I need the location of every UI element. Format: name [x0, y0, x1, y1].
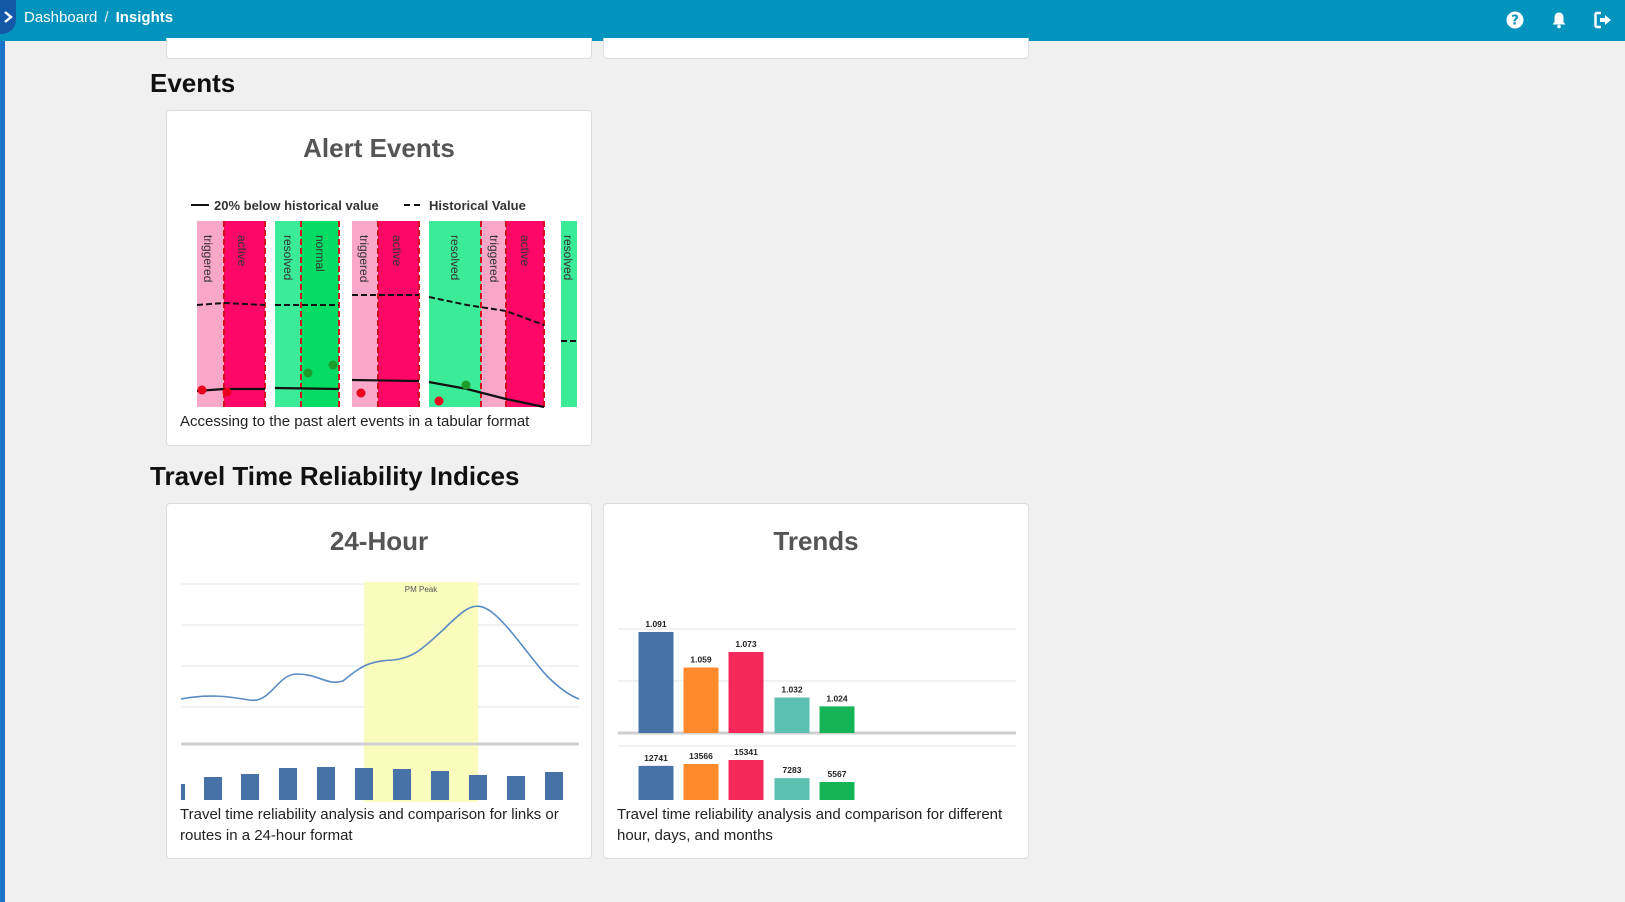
hour24-bars — [181, 767, 563, 800]
trends-top-bar-2 — [683, 667, 719, 733]
chevron-right-icon — [4, 11, 13, 23]
band-label-active-1: active — [235, 235, 249, 267]
hour24-description: Travel time reliability analysis and com… — [180, 806, 559, 844]
top-navbar: Dashboard / Insights ? — [0, 0, 1625, 41]
trends-description: Travel time reliability analysis and com… — [617, 806, 1003, 844]
logout-button[interactable] — [1581, 8, 1625, 32]
bell-icon — [1552, 12, 1566, 29]
trends-bottom-bar-label-1: 12741 — [644, 753, 668, 763]
event-points — [197, 360, 471, 406]
trends-top-bar-label-3: 1.073 — [735, 639, 757, 649]
help-button[interactable]: ? — [1493, 8, 1537, 32]
band-label-normal: normal — [313, 235, 327, 272]
notifications-button[interactable] — [1537, 8, 1581, 32]
band-label-resolved-1: resolved — [281, 235, 295, 280]
partial-card-right[interactable] — [603, 38, 1029, 59]
band-label-triggered-2: triggered — [357, 235, 371, 282]
breadcrumb-insights: Insights — [115, 9, 174, 26]
sidebar-toggle-button[interactable] — [0, 0, 16, 34]
band-label-triggered-3: triggered — [487, 235, 501, 282]
trends-top-bar-3 — [728, 651, 764, 733]
hour24-title: 24-Hour — [329, 526, 429, 556]
historical-value-lines — [196, 294, 577, 342]
breadcrumb: Dashboard / Insights — [24, 9, 173, 26]
trends-top-bar-label-5: 1.024 — [826, 693, 848, 703]
help-icon: ? — [1506, 11, 1524, 29]
hour24-card[interactable]: 24-Hour PM Peak Travel time reliability … — [166, 503, 592, 859]
band-label-resolved-3: resolved — [561, 235, 575, 280]
trends-bottom-bar-label-2: 13566 — [689, 751, 713, 761]
trends-bottom-bar-label-3: 15341 — [734, 747, 758, 757]
hour24-line — [180, 605, 580, 701]
alert-events-legend: 20% below historical value Historical Va… — [191, 198, 526, 213]
trends-top-bar-label-2: 1.059 — [690, 655, 712, 665]
logout-icon — [1594, 11, 1611, 29]
pm-peak-label: PM Peak — [405, 585, 438, 594]
breadcrumb-separator: / — [104, 9, 109, 26]
trends-top-bar-label-1: 1.091 — [645, 619, 667, 629]
legend-historical-value: Historical Value — [429, 198, 526, 213]
trends-title: Trends — [773, 526, 859, 556]
trends-top-bar-4 — [774, 697, 810, 733]
alert-events-chart: 20% below historical value Historical Va… — [191, 198, 577, 409]
event-bands — [197, 221, 577, 407]
trends-bottom-bar-label-4: 7283 — [783, 765, 802, 775]
alert-events-description: Accessing to the past alert events in a … — [180, 413, 530, 430]
trends-top-bar-5 — [819, 706, 855, 733]
hour24-chart: PM Peak — [180, 582, 580, 802]
trends-bottom-bar-3 — [728, 760, 764, 800]
breadcrumb-dashboard-link[interactable]: Dashboard — [24, 9, 98, 26]
trends-card[interactable]: Trends 1.091 1.059 1.073 1.032 1.024 12741 13… — [603, 503, 1029, 859]
pm-peak-band — [364, 582, 478, 802]
legend-below-historical: 20% below historical value — [214, 198, 379, 213]
band-label-triggered-1: triggered — [201, 235, 215, 282]
trends-bottom-bar-label-5: 5567 — [828, 769, 847, 779]
svg-text:?: ? — [1511, 14, 1519, 29]
events-section-title: Events — [150, 68, 236, 98]
trends-bottom-bar-1 — [638, 765, 674, 800]
alert-events-card[interactable]: Alert Events 20% below historical value … — [166, 110, 592, 446]
alert-events-title: Alert Events — [303, 133, 455, 163]
left-edge-bar — [0, 0, 5, 902]
partial-card-left[interactable] — [166, 38, 592, 59]
trends-bottom-bar-2 — [683, 763, 719, 800]
trends-bottom-bar-4 — [774, 778, 810, 800]
trends-chart: 1.091 1.059 1.073 1.032 1.024 12741 13566 1534… — [618, 619, 1016, 800]
band-label-active-3: active — [518, 235, 532, 267]
band-label-active-2: active — [390, 235, 404, 267]
band-label-resolved-2: resolved — [448, 235, 462, 280]
trends-bottom-bar-5 — [819, 782, 855, 800]
trends-top-bar-label-4: 1.032 — [781, 684, 803, 694]
trends-top-bar-1 — [638, 631, 674, 733]
ttri-section-title: Travel Time Reliability Indices — [150, 461, 520, 491]
